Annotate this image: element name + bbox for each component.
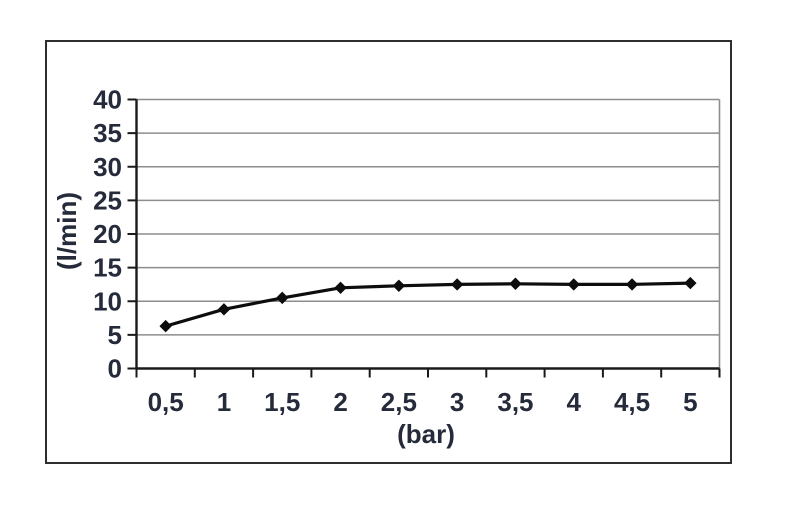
x-tick-label: 5	[683, 387, 697, 417]
data-point-marker	[334, 281, 347, 295]
x-tick-label: 4,5	[614, 387, 650, 417]
x-axis-title: (bar)	[397, 419, 455, 449]
data-point-marker	[276, 291, 289, 305]
x-tick-label: 1	[217, 387, 231, 417]
y-tick-label: 0	[108, 354, 122, 384]
data-point-marker	[684, 276, 697, 290]
series-line	[164, 281, 693, 328]
x-tick-label: 0,5	[148, 387, 184, 417]
x-tick-label: 2	[333, 387, 347, 417]
axes-layer	[127, 98, 721, 378]
data-point-marker	[567, 278, 580, 291]
data-point-marker	[392, 279, 406, 292]
x-tick-label: 1,5	[264, 387, 300, 417]
data-point-marker	[625, 278, 639, 291]
y-tick-label: 5	[108, 320, 122, 350]
y-tick-label: 25	[93, 185, 122, 215]
x-tick-label: 2,5	[381, 387, 417, 417]
series-layer	[159, 276, 697, 333]
y-tick-label: 10	[93, 286, 122, 316]
y-tick-label: 35	[93, 118, 122, 148]
x-tick-label: 4	[567, 387, 582, 417]
x-tick-label: 3	[450, 387, 464, 417]
gridlines-layer	[136, 98, 721, 369]
data-point-marker	[217, 303, 231, 316]
x-tick-label: 3,5	[497, 387, 533, 417]
chart-frame	[45, 40, 732, 464]
y-tick-label: 20	[93, 219, 122, 249]
y-tick-label: 15	[93, 253, 122, 283]
data-point-marker	[159, 319, 172, 333]
y-axis-title: (l/min)	[52, 192, 82, 270]
y-tick-label: 30	[93, 152, 122, 182]
data-point-marker	[450, 278, 464, 291]
data-point-marker	[509, 277, 522, 290]
y-tick-label: 40	[93, 85, 122, 115]
